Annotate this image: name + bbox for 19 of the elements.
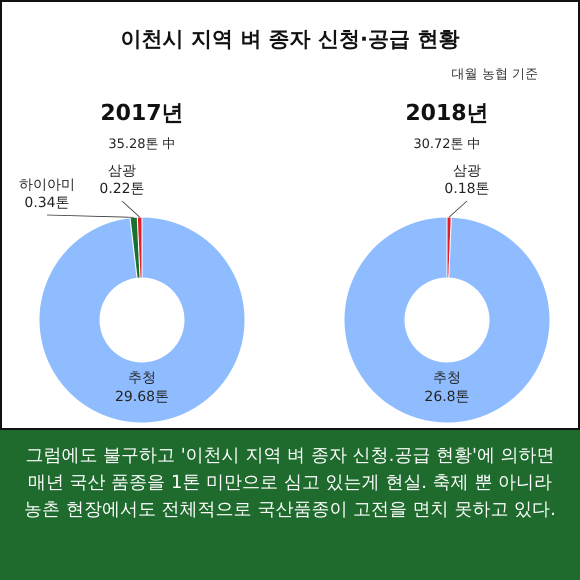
slice-label: 삼광 <box>108 163 136 179</box>
slice-label: 추청 <box>433 370 461 386</box>
chart-subtitle: 30.72톤 中 <box>413 137 481 152</box>
chart-title: 2018년 <box>405 101 489 126</box>
data-label: 0.18톤 <box>444 181 490 197</box>
text: 이천시 지역 벼 종자 신청·공급 현황 <box>120 27 460 51</box>
donut-slice <box>38 216 246 424</box>
data-label: 0.34톤 <box>24 195 70 211</box>
text: 대월 농협 기준 <box>452 67 538 82</box>
text: 그럼에도 불구하고 '이천시 지역 벼 종자 신청.공급 현황'에 의하면 매년 국산 품종을 1톤 미만으로 심고 있는게 현실. 축제 뿐 아니라 농촌 현장에서도 전체적으로 국산품종이 고전을 면치 못하고 있다. <box>0 430 580 580</box>
chart-subtitle: 35.28톤 中 <box>108 137 176 152</box>
data-label: 0.22톤 <box>99 181 145 197</box>
slice-label: 추청 <box>128 370 156 386</box>
slice-label: 하이아미 <box>19 177 75 193</box>
donut-slice <box>344 216 550 424</box>
data-label: 26.8톤 <box>424 389 470 405</box>
data-label: 29.68톤 <box>114 389 170 405</box>
slice-label: 삼광 <box>453 163 481 179</box>
chart-title: 2017년 <box>100 101 184 126</box>
